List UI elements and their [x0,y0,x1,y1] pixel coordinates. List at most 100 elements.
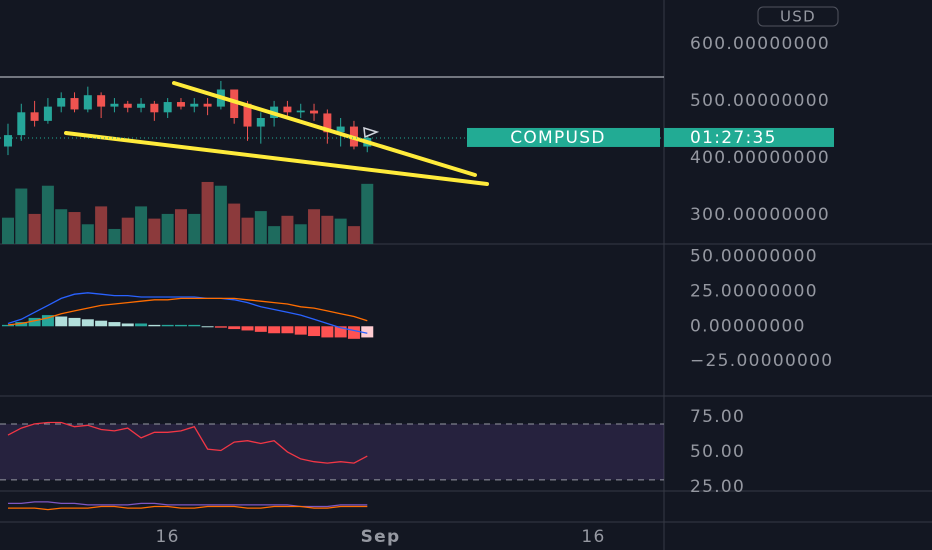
histogram-bar [321,326,334,338]
candle-body [256,118,265,127]
y-tick-label: 50.00000000 [690,247,818,267]
histogram-bar [161,324,174,327]
macd-line [7,292,368,334]
y-tick-label: 300.00000000 [690,205,830,225]
candle-body [163,102,172,113]
histogram-bar [214,326,227,328]
volume-bar [361,183,374,244]
histogram-bar [95,320,108,327]
y-tick-label: 25.00000000 [690,281,818,301]
x-tick-label: 16 [581,527,605,547]
volume-bar [334,218,347,244]
candle-body [150,103,159,113]
candle-body [137,103,146,108]
candle-body [310,110,319,114]
rsi-line [7,421,368,464]
volume-bar [174,209,187,244]
candle-body [190,103,199,107]
volume-bar [81,224,94,244]
histogram-bar [228,326,241,330]
candle-body [296,110,305,113]
volume-bar [1,217,14,244]
volume-bar [347,226,360,244]
volume-bar [41,185,54,244]
candle-body [17,112,26,136]
volume-bar [135,206,148,244]
candle-body [110,103,119,107]
histogram-bar [81,319,94,327]
y-tick-label: 600.00000000 [690,34,830,54]
candle-body [123,103,132,108]
histogram-bar [135,323,148,327]
volume-bar [188,213,201,244]
candle-body [30,112,39,121]
countdown-tag [664,127,834,147]
volume-bar [228,203,241,244]
x-tick-label: 16 [156,527,180,547]
histogram-bar [201,326,214,328]
volume-bar [55,209,68,244]
candle-body [323,113,332,133]
macd-line [7,297,368,326]
candle-body [243,103,252,127]
symbol-tag [467,127,660,147]
volume-bar [201,181,214,244]
histogram-bar [174,324,187,327]
volume-bar [121,217,134,244]
trendlines [64,81,489,186]
candle-body [230,89,239,119]
volume-bar [108,228,121,244]
indicator-line [8,501,368,508]
histogram-bar [268,326,281,334]
histogram-bar [254,326,267,332]
plot [0,80,664,511]
trendline [172,81,477,177]
currency-label: USD [780,8,816,26]
histogram-bar [241,326,254,331]
candle-body [176,102,185,107]
histogram-bar [334,326,347,338]
volume-bar [68,212,81,244]
indicator-line [8,505,368,511]
candle-body [43,106,52,121]
volume-bar [95,206,108,244]
volume-bar [254,211,267,244]
histogram-bar [55,316,68,327]
volume-bar [241,217,254,244]
candle-body [70,98,79,110]
y-tick-label: −25.00000000 [690,351,833,371]
y-tick-label: 0.00000000 [690,316,806,336]
histogram-bar [347,326,360,339]
histogram-bar [68,317,81,327]
histogram-bar [281,326,294,334]
symbol-label: COMPUSD [510,128,606,148]
volume-bar [281,215,294,244]
histogram-bar [294,326,307,335]
candle-body [3,135,12,147]
histogram-bar [121,323,134,327]
histogram-bar [41,315,54,327]
histogram-bar [108,322,121,327]
candle-body [97,95,106,107]
countdown-label: 01:27:35 [690,128,777,148]
y-tick-label: 75.00 [690,407,745,427]
y-tick-label: 50.00 [690,442,745,462]
histogram-bar [28,317,41,327]
histogram-bar [308,326,321,337]
volume-bar [15,188,28,244]
candle-body [336,126,345,133]
histogram-bar [148,324,161,327]
currency-button[interactable] [757,6,839,27]
trendline [64,131,489,186]
volume-bar [308,209,321,244]
volume-bar [161,213,174,244]
volume-bar [148,218,161,244]
flag-marker [363,126,380,139]
volume-bar [294,224,307,244]
histogram-bar [188,324,201,327]
x-tick-label: Sep [361,527,401,547]
histogram-bar [361,326,374,338]
histogram-bar [15,322,28,327]
histogram-bar [1,324,14,327]
volume-bar [28,213,41,244]
